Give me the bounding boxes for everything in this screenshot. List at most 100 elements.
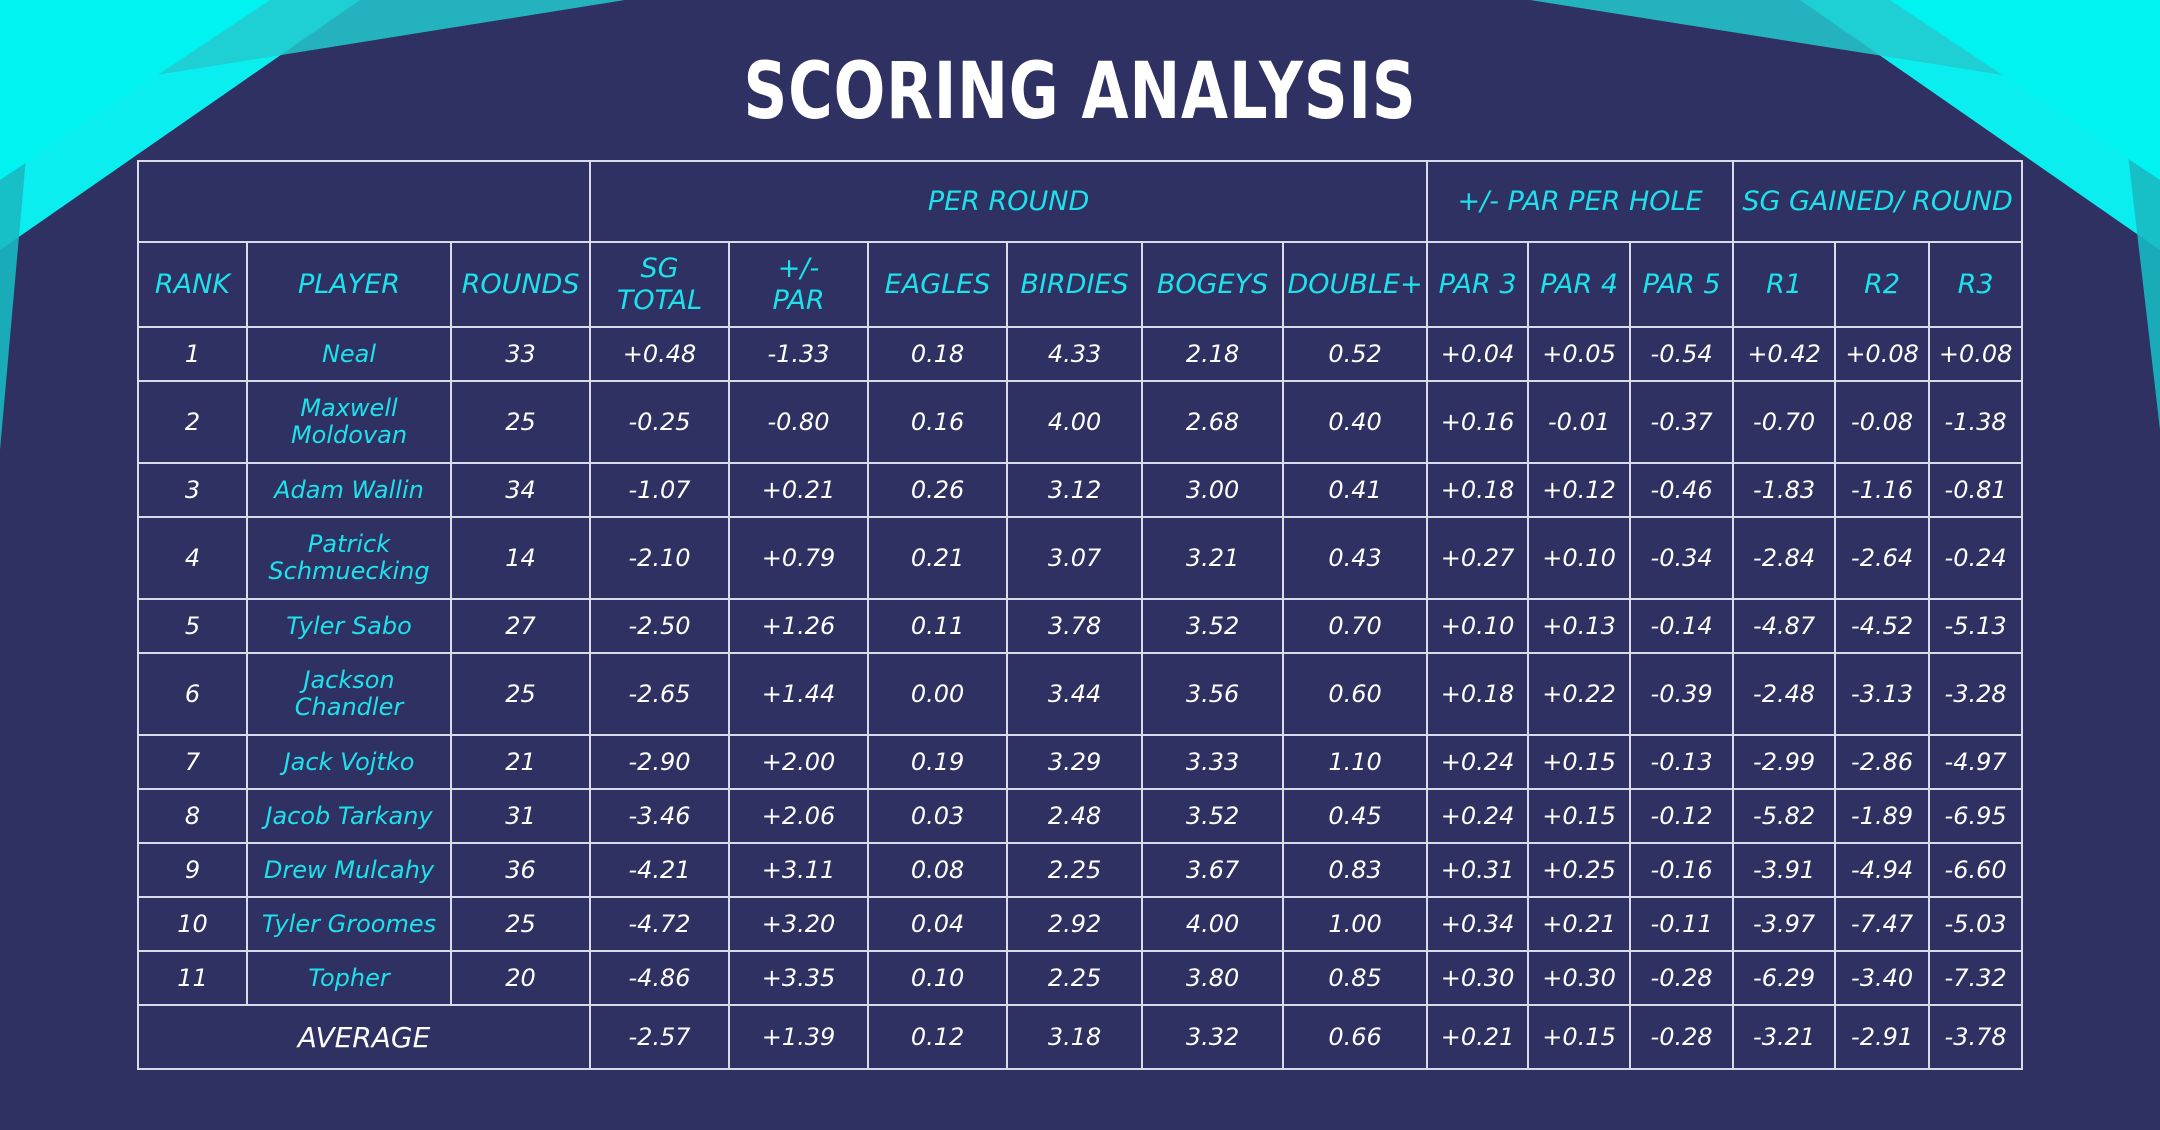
cell-double: 0.83	[1282, 842, 1429, 898]
header-double: DOUBLE+	[1282, 241, 1429, 328]
header-rounds: ROUNDS	[449, 241, 592, 328]
cell-player: Tyler Groomes	[246, 896, 452, 952]
cell-par: +2.06	[728, 788, 870, 844]
cell-birdies: 3.44	[1006, 652, 1144, 736]
cell-par5: -0.39	[1629, 652, 1735, 736]
cell-rounds: 20	[449, 950, 592, 1006]
cell-r2: -1.89	[1834, 788, 1931, 844]
cell-sg-total: -2.90	[589, 734, 731, 790]
cell-par5: -0.16	[1629, 842, 1735, 898]
cell-rounds: 34	[449, 462, 592, 518]
cell-sg-total: -4.86	[589, 950, 731, 1006]
cell-par3: +0.04	[1426, 326, 1530, 382]
cell-birdies: 2.92	[1006, 896, 1144, 952]
player-name-line: Schmuecking	[268, 557, 430, 585]
group-per-round: PER ROUND	[589, 160, 1429, 243]
cell-sg-total: -1.07	[589, 462, 731, 518]
cell-r1: -2.48	[1732, 652, 1837, 736]
cell-sg-total: +0.48	[589, 326, 731, 382]
cell-player: Topher	[246, 950, 452, 1006]
table-row: 1 Neal 33 +0.48 -1.33 0.18 4.33 2.18 0.52 +0.04 +0…	[137, 326, 2024, 382]
header-sg-total-line1: SG	[640, 252, 679, 284]
cell-par3: +0.16	[1426, 380, 1530, 464]
cell-r3: -6.95	[1928, 788, 2024, 844]
average-sg-total: -2.57	[589, 1004, 731, 1070]
player-name-line: Jackson	[303, 666, 395, 694]
cell-bogeys: 4.00	[1141, 896, 1285, 952]
cell-sg-total: -3.46	[589, 788, 731, 844]
cell-r3: -5.03	[1928, 896, 2024, 952]
cell-r2: -2.86	[1834, 734, 1931, 790]
header-par-line2: PAR	[772, 284, 825, 316]
cell-r1: -2.99	[1732, 734, 1837, 790]
header-r1: R1	[1732, 241, 1837, 328]
cell-par5: -0.14	[1629, 598, 1735, 654]
cell-rounds: 25	[449, 652, 592, 736]
cell-sg-total: -2.50	[589, 598, 731, 654]
header-sg-total-line2: TOTAL	[616, 284, 703, 316]
cell-double: 0.52	[1282, 326, 1429, 382]
cell-eagles: 0.26	[867, 462, 1009, 518]
cell-player: Adam Wallin	[246, 462, 452, 518]
cell-par4: -0.01	[1527, 380, 1632, 464]
cell-bogeys: 3.67	[1141, 842, 1285, 898]
cell-birdies: 3.12	[1006, 462, 1144, 518]
cell-par3: +0.18	[1426, 652, 1530, 736]
player-name-line: Adam Wallin	[274, 475, 424, 504]
header-r2: R2	[1834, 241, 1931, 328]
cell-r3: -6.60	[1928, 842, 2024, 898]
cell-r3: -1.38	[1928, 380, 2024, 464]
left-corner-shape	[0, 0, 270, 180]
blank-header-cell	[136, 160, 592, 243]
header-player: PLAYER	[246, 241, 452, 328]
cell-par5: -0.11	[1629, 896, 1735, 952]
table-row: 6 Jackson Chandler 25 -2.65 +1.44 0.00 3.44 3.56…	[137, 652, 2024, 736]
average-bogeys: 3.32	[1141, 1004, 1285, 1070]
cell-par4: +0.21	[1527, 896, 1632, 952]
cell-par3: +0.24	[1426, 788, 1530, 844]
header-par4: PAR 4	[1527, 241, 1632, 328]
cell-par: +0.21	[728, 462, 870, 518]
cell-birdies: 2.25	[1006, 842, 1144, 898]
player-name-line: Maxwell	[300, 394, 398, 422]
cell-birdies: 2.48	[1006, 788, 1144, 844]
cell-double: 0.85	[1282, 950, 1429, 1006]
cell-rounds: 25	[449, 896, 592, 952]
cell-par: +1.26	[728, 598, 870, 654]
cell-par5: -0.34	[1629, 516, 1735, 600]
header-sg-total: SG TOTAL	[589, 241, 731, 328]
table-row: 2 Maxwell Moldovan 25 -0.25 -0.80 0.16 4.00 2.68…	[137, 380, 2024, 464]
cell-bogeys: 2.18	[1141, 326, 1285, 382]
header-birdies: BIRDIES	[1006, 241, 1144, 328]
header-rank: RANK	[137, 241, 248, 328]
player-name-line: Jack Vojtko	[283, 747, 415, 776]
average-double: 0.66	[1282, 1004, 1429, 1070]
cell-par: -0.80	[728, 380, 870, 464]
group-par-per-hole: +/- PAR PER HOLE	[1426, 160, 1735, 243]
header-par-line1: +/-	[777, 252, 820, 284]
cell-player: Maxwell Moldovan	[246, 380, 452, 464]
cell-par4: +0.22	[1527, 652, 1632, 736]
cell-eagles: 0.08	[867, 842, 1009, 898]
cell-par: +3.20	[728, 896, 870, 952]
cell-rank: 9	[137, 842, 248, 898]
average-birdies: 3.18	[1006, 1004, 1144, 1070]
cell-r1: +0.42	[1732, 326, 1837, 382]
cell-par5: -0.54	[1629, 326, 1735, 382]
header-par: +/- PAR	[728, 241, 870, 328]
cell-rank: 4	[137, 516, 248, 600]
cell-r2: -1.16	[1834, 462, 1931, 518]
player-name-line: Neal	[321, 339, 377, 368]
cell-eagles: 0.10	[867, 950, 1009, 1006]
cell-bogeys: 3.00	[1141, 462, 1285, 518]
cell-par3: +0.27	[1426, 516, 1530, 600]
cell-player: Drew Mulcahy	[246, 842, 452, 898]
cell-par4: +0.13	[1527, 598, 1632, 654]
cell-r2: +0.08	[1834, 326, 1931, 382]
cell-rank: 1	[137, 326, 248, 382]
cell-birdies: 3.29	[1006, 734, 1144, 790]
cell-bogeys: 3.56	[1141, 652, 1285, 736]
cell-par3: +0.30	[1426, 950, 1530, 1006]
average-par4: +0.15	[1527, 1004, 1632, 1070]
group-sg-gained-round: SG GAINED/ ROUND	[1732, 160, 2024, 243]
